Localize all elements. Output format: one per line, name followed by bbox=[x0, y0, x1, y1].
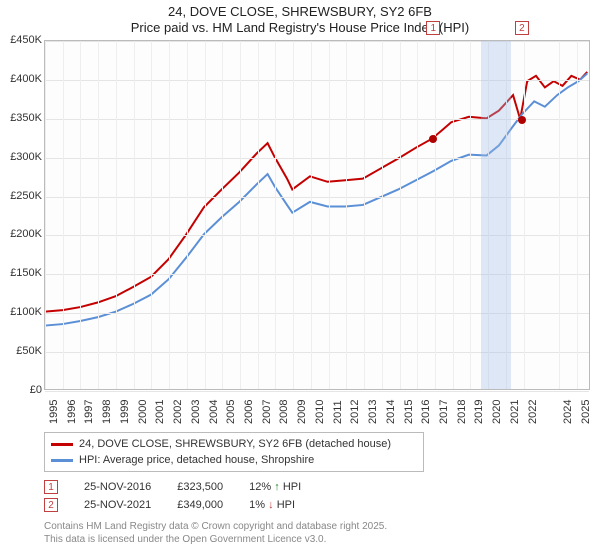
x-tick-label: 1996 bbox=[66, 400, 78, 424]
x-tick-label: 2008 bbox=[278, 400, 290, 424]
legend-label-1: 24, DOVE CLOSE, SHREWSBURY, SY2 6FB (det… bbox=[79, 438, 391, 450]
legend-swatch-2 bbox=[51, 459, 73, 462]
shaded-region bbox=[481, 41, 511, 389]
arrow-icon: ↓ bbox=[268, 499, 274, 511]
chart-container: 24, DOVE CLOSE, SHREWSBURY, SY2 6FB Pric… bbox=[0, 0, 600, 560]
x-tick-label: 2012 bbox=[349, 400, 361, 424]
x-tick-label: 2015 bbox=[403, 400, 415, 424]
x-tick-label: 1997 bbox=[83, 400, 95, 424]
y-tick-label: £300K bbox=[10, 151, 42, 163]
marker-row-1: 1 25-NOV-2016 £323,500 12% ↑ HPI bbox=[44, 478, 301, 496]
marker-date-1: 25-NOV-2016 bbox=[84, 481, 151, 493]
y-tick-label: £100K bbox=[10, 306, 42, 318]
footer-line-2: This data is licensed under the Open Gov… bbox=[44, 533, 387, 546]
marker-box-2: 2 bbox=[44, 498, 58, 512]
x-tick-label: 2007 bbox=[261, 400, 273, 424]
chart-marker-box: 1 bbox=[426, 21, 440, 35]
footer-line-1: Contains HM Land Registry data © Crown c… bbox=[44, 520, 387, 533]
x-tick-label: 1995 bbox=[48, 400, 60, 424]
x-tick-label: 2011 bbox=[332, 400, 344, 424]
x-tick-label: 2005 bbox=[225, 400, 237, 424]
x-tick-label: 2010 bbox=[314, 400, 326, 424]
x-tick-label: 2006 bbox=[243, 400, 255, 424]
marker-price-2: £349,000 bbox=[177, 499, 223, 511]
footer-text: Contains HM Land Registry data © Crown c… bbox=[44, 520, 387, 546]
x-tick-label: 1998 bbox=[101, 400, 113, 424]
y-tick-label: £0 bbox=[30, 384, 42, 396]
x-tick-label: 2018 bbox=[456, 400, 468, 424]
x-tick-label: 2013 bbox=[367, 400, 379, 424]
y-tick-label: £200K bbox=[10, 228, 42, 240]
x-tick-label: 2004 bbox=[208, 400, 220, 424]
x-tick-label: 2017 bbox=[438, 400, 450, 424]
title-line-2: Price paid vs. HM Land Registry's House … bbox=[0, 20, 600, 35]
x-tick-label: 2002 bbox=[172, 400, 184, 424]
legend-item-2: HPI: Average price, detached house, Shro… bbox=[51, 452, 417, 468]
marker-delta-1: 12% ↑ HPI bbox=[249, 481, 301, 493]
markers-table: 1 25-NOV-2016 £323,500 12% ↑ HPI 2 25-NO… bbox=[44, 478, 301, 514]
marker-date-2: 25-NOV-2021 bbox=[84, 499, 151, 511]
x-tick-label: 2009 bbox=[296, 400, 308, 424]
chart-marker-dot bbox=[429, 135, 437, 143]
legend-swatch-1 bbox=[51, 443, 73, 446]
x-tick-label: 2021 bbox=[509, 400, 521, 424]
x-tick-label: 2014 bbox=[385, 400, 397, 424]
x-tick-label: 2016 bbox=[420, 400, 432, 424]
x-tick-label: 2022 bbox=[527, 400, 539, 424]
y-tick-label: £450K bbox=[10, 34, 42, 46]
x-tick-label: 1999 bbox=[119, 400, 131, 424]
arrow-icon: ↑ bbox=[274, 481, 280, 493]
x-tick-label: 2025 bbox=[580, 400, 592, 424]
x-tick-label: 2020 bbox=[491, 400, 503, 424]
x-tick-label: 2019 bbox=[473, 400, 485, 424]
marker-delta-2: 1% ↓ HPI bbox=[249, 499, 295, 511]
y-tick-label: £50K bbox=[16, 345, 42, 357]
x-tick-label: 2000 bbox=[137, 400, 149, 424]
y-tick-label: £250K bbox=[10, 190, 42, 202]
y-tick-label: £400K bbox=[10, 73, 42, 85]
x-tick-label: 2001 bbox=[154, 400, 166, 424]
chart-marker-dot bbox=[518, 116, 526, 124]
marker-price-1: £323,500 bbox=[177, 481, 223, 493]
y-tick-label: £350K bbox=[10, 112, 42, 124]
plot-area: 12 bbox=[44, 40, 590, 390]
x-tick-label: 2024 bbox=[562, 400, 574, 424]
legend-item-1: 24, DOVE CLOSE, SHREWSBURY, SY2 6FB (det… bbox=[51, 436, 417, 452]
y-tick-label: £150K bbox=[10, 267, 42, 279]
legend-label-2: HPI: Average price, detached house, Shro… bbox=[79, 454, 314, 466]
title-line-1: 24, DOVE CLOSE, SHREWSBURY, SY2 6FB bbox=[0, 4, 600, 19]
marker-box-1: 1 bbox=[44, 480, 58, 494]
marker-row-2: 2 25-NOV-2021 £349,000 1% ↓ HPI bbox=[44, 496, 301, 514]
titles: 24, DOVE CLOSE, SHREWSBURY, SY2 6FB Pric… bbox=[0, 0, 600, 35]
x-tick-label: 2003 bbox=[190, 400, 202, 424]
legend: 24, DOVE CLOSE, SHREWSBURY, SY2 6FB (det… bbox=[44, 432, 424, 472]
chart-marker-box: 2 bbox=[515, 21, 529, 35]
